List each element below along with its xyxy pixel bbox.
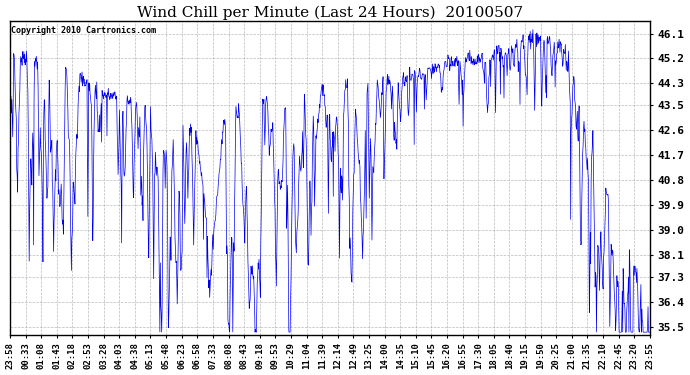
Title: Wind Chill per Minute (Last 24 Hours)  20100507: Wind Chill per Minute (Last 24 Hours) 20…: [137, 6, 523, 20]
Text: Copyright 2010 Cartronics.com: Copyright 2010 Cartronics.com: [11, 26, 157, 35]
